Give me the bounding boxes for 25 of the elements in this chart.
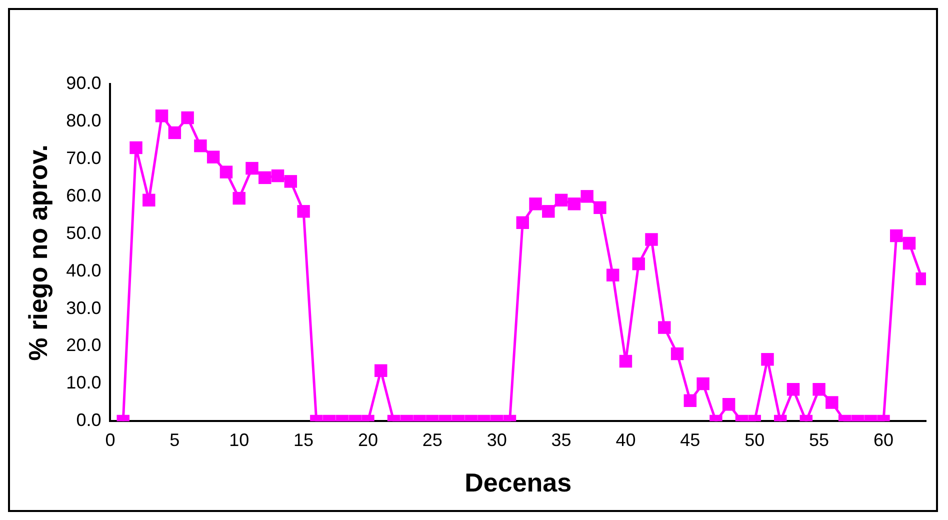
x-axis-title: Decenas: [464, 468, 572, 498]
y-axis-title: % riego no aprov.: [22, 144, 53, 361]
x-tick-label: 50: [744, 430, 765, 450]
x-tick-label: 10: [229, 430, 250, 450]
x-tick-label: 35: [551, 430, 572, 450]
y-tick-label: 50.0: [66, 222, 102, 243]
x-tick-label: 15: [294, 430, 314, 450]
x-tick-label: 60: [873, 430, 894, 450]
y-tick-label: 10.0: [66, 372, 102, 393]
x-tick-label: 40: [616, 430, 636, 450]
y-tick-label: 90.0: [66, 72, 102, 93]
y-tick-label: 80.0: [66, 110, 102, 130]
x-tick-label: 30: [486, 430, 507, 450]
y-tick-label: 60.0: [66, 185, 102, 206]
x-tick-label: 5: [170, 430, 180, 450]
x-tick-label: 55: [809, 430, 830, 450]
y-tick-label: 70.0: [66, 148, 102, 168]
x-tick-label: 25: [422, 430, 442, 450]
x-tick-label: 0: [105, 430, 116, 450]
y-tick-label: 40.0: [66, 260, 102, 280]
y-tick-label: 20.0: [66, 335, 102, 356]
x-tick-label: 45: [680, 430, 700, 450]
x-tick-label: 20: [358, 430, 378, 450]
y-tick-label: 30.0: [66, 298, 102, 318]
y-tick-label: 0.0: [76, 410, 102, 430]
